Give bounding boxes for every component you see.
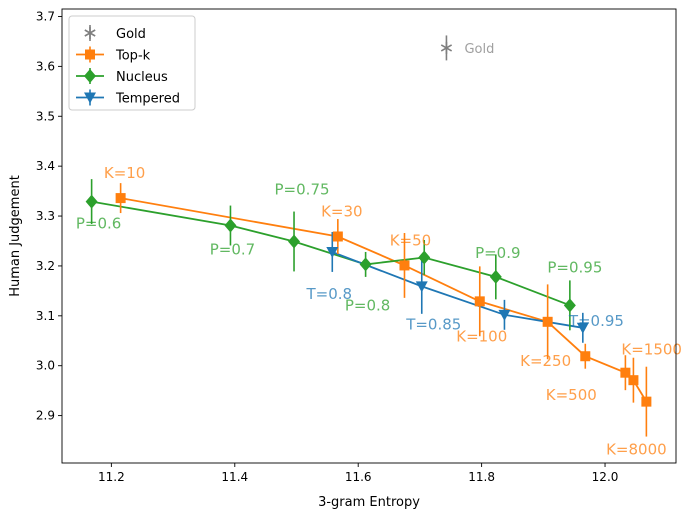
y-tick-label: 2.9 bbox=[36, 409, 55, 423]
top-k-point bbox=[332, 231, 343, 242]
top-k-point-label: K=1500 bbox=[621, 341, 682, 359]
nucleus-point-label: P=0.7 bbox=[210, 241, 255, 259]
x-tick-label: 11.4 bbox=[221, 470, 248, 484]
top-k-point bbox=[542, 316, 553, 327]
nucleus-point-label: P=0.9 bbox=[475, 244, 520, 262]
tempered-point bbox=[498, 309, 511, 321]
top-k-point bbox=[474, 296, 485, 307]
data-markers bbox=[85, 41, 652, 407]
y-tick-label: 3.5 bbox=[36, 109, 55, 123]
top-k-point bbox=[399, 260, 410, 271]
nucleus-point bbox=[359, 257, 372, 272]
legend: Gold Top-k Nucleus Tempered bbox=[68, 15, 196, 111]
legend-nucleus-label: Nucleus bbox=[116, 70, 168, 85]
y-axis-label: Human Judgement bbox=[8, 175, 23, 297]
nucleus-point bbox=[418, 250, 431, 265]
legend-top-k-label: Top-k bbox=[115, 49, 151, 64]
top-k-point-label: K=10 bbox=[104, 164, 146, 182]
top-k-point-label: K=8000 bbox=[606, 441, 667, 459]
point-labels: Gold K=10 K=30 K=50 K=100 K=250 K=500 K=1500 K=8… bbox=[76, 42, 682, 459]
x-tick-label: 11.8 bbox=[468, 470, 495, 484]
tempered-point bbox=[326, 246, 339, 258]
legend-gold-label: Gold bbox=[116, 27, 146, 42]
gold-point-label: Gold bbox=[464, 42, 494, 57]
top-k-point bbox=[641, 396, 652, 407]
tempered-point-label: T=0.85 bbox=[405, 315, 461, 333]
top-k-point bbox=[628, 375, 639, 386]
axes: 11.2 11.4 11.6 11.8 12.0 2.9 3.0 3.1 3.2 3.3 3.4 3.… bbox=[36, 9, 618, 484]
nucleus-point-label: P=0.75 bbox=[275, 180, 330, 198]
y-tick-label: 3.3 bbox=[36, 209, 55, 223]
x-tick-label: 11.6 bbox=[345, 470, 372, 484]
top-k-point bbox=[115, 193, 126, 204]
legend-box bbox=[68, 15, 196, 111]
tempered-point-label: T=0.8 bbox=[305, 285, 352, 303]
tempered-point-label: T=0.95 bbox=[568, 312, 624, 330]
plot-frame bbox=[61, 8, 677, 464]
legend-gold-marker-stroke bbox=[84, 29, 96, 37]
nucleus-point-label: P=0.6 bbox=[76, 215, 121, 233]
tempered-point bbox=[415, 281, 428, 293]
y-tick-label: 3.0 bbox=[36, 359, 55, 373]
x-tick-label: 12.0 bbox=[592, 470, 619, 484]
nucleus-point bbox=[224, 218, 237, 233]
y-tick-label: 3.7 bbox=[36, 9, 55, 23]
top-k-point-label: K=30 bbox=[321, 202, 363, 220]
gold-point bbox=[440, 41, 453, 54]
legend-nucleus-marker bbox=[84, 69, 96, 83]
top-k-point-label: K=100 bbox=[456, 327, 507, 345]
nucleus-point-label: P=0.8 bbox=[345, 296, 390, 314]
y-tick-label: 3.4 bbox=[36, 159, 55, 173]
legend-tempered-marker bbox=[84, 92, 96, 104]
x-tick-label: 11.2 bbox=[98, 470, 125, 484]
legend-tempered-label: Tempered bbox=[115, 92, 180, 107]
tempered-point bbox=[576, 322, 589, 334]
legend-gold-marker bbox=[84, 27, 96, 39]
nucleus-point bbox=[563, 298, 576, 313]
nucleus-point bbox=[489, 269, 502, 284]
x-axis-label: 3-gram Entropy bbox=[318, 495, 420, 510]
nucleus-point bbox=[85, 194, 98, 209]
y-tick-label: 3.2 bbox=[36, 259, 55, 273]
top-k-point bbox=[580, 351, 591, 362]
legend-top-k-marker bbox=[85, 49, 95, 60]
top-k-point-label: K=50 bbox=[390, 231, 432, 249]
top-k-point bbox=[620, 367, 631, 378]
top-k-point-label: K=500 bbox=[546, 386, 597, 404]
y-tick-label: 3.6 bbox=[36, 59, 55, 73]
nucleus-point bbox=[288, 234, 301, 249]
gold-point-stroke bbox=[440, 44, 453, 52]
nucleus-point-label: P=0.95 bbox=[547, 258, 602, 276]
y-tick-label: 3.1 bbox=[36, 309, 55, 323]
top-k-point-label: K=250 bbox=[520, 352, 571, 370]
